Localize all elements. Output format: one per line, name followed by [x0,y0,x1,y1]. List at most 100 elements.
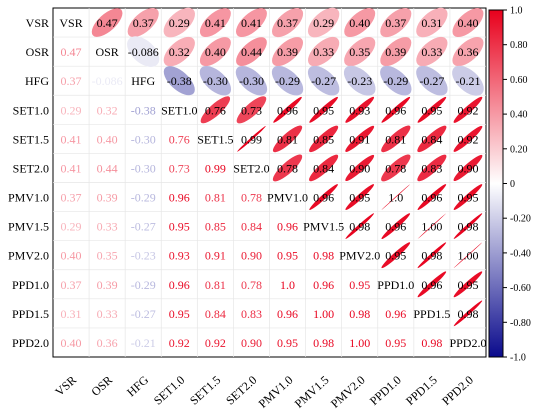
diagonal-label: PPD1.0 [377,278,414,292]
lower-value-label: 1.0 [280,278,295,292]
correlation-ellipse [453,213,483,239]
upper-value-label: 0.39 [385,45,406,59]
correlation-ellipse [163,36,195,67]
colorbar-tick-label: 0.20 [510,144,528,155]
lower-value-label: 0.85 [205,220,226,234]
upper-value-label: 0.95 [385,249,406,263]
colorbar-tick-label: -0.20 [510,214,531,225]
lower-value-label: 0.98 [421,336,442,350]
upper-value-label: 0.81 [385,132,406,146]
correlation-ellipse [127,36,160,67]
y-axis-label: VSR [26,16,49,30]
colorbar-tick-label: -0.40 [510,248,531,259]
correlation-ellipse [417,271,447,298]
lower-value-label: 0.95 [277,336,298,350]
upper-value-label: 0.92 [457,103,478,117]
lower-value-label: 0.92 [169,336,190,350]
correlation-ellipse [199,37,231,67]
lower-value-label: -0.086 [92,74,123,88]
lower-value-label: 0.29 [61,220,82,234]
correlation-ellipse [417,96,447,123]
lower-value-label: -0.27 [131,220,156,234]
x-axis-label: PPD1.0 [367,373,404,408]
lower-value-label: 0.96 [277,220,298,234]
diagonal-label: SET1.0 [161,103,197,117]
upper-value-label: 0.40 [205,45,226,59]
correlation-ellipse [271,7,304,38]
correlation-ellipse [272,154,303,182]
upper-value-label: 0.44 [241,45,262,59]
upper-value-label: -0.30 [239,74,264,88]
upper-value-label: 0.90 [349,161,370,175]
lower-value-label: 0.39 [97,278,118,292]
lower-value-label: -0.30 [131,132,156,146]
upper-value-label: 0.41 [205,16,226,30]
y-axis-label: OSR [26,45,49,59]
upper-value-label: 0.96 [421,278,442,292]
upper-value-label: 0.98 [349,220,370,234]
upper-value-label: 0.73 [241,103,262,117]
correlation-ellipse [127,7,159,38]
lower-value-label: 0.41 [61,132,82,146]
correlation-ellipse [381,184,411,210]
upper-value-label: 0.29 [313,16,334,30]
correlation-ellipse [453,96,483,123]
lower-value-label: 0.40 [61,249,82,263]
colorbar-tick-label: 0.80 [510,40,528,51]
colorbar-tick-label: -0.80 [510,318,531,329]
correlation-ellipse [417,125,447,153]
x-axis-label: SET1.0 [151,373,187,408]
y-axis-label: SET2.0 [13,161,49,175]
correlation-ellipse [91,8,123,37]
lower-value-label: -0.29 [131,278,156,292]
upper-value-label: 0.33 [421,45,442,59]
correlation-ellipse [345,213,374,239]
upper-value-label: 0.78 [385,161,406,175]
upper-value-label: 0.32 [169,45,190,59]
y-axis-label: HFG [25,74,49,88]
x-axis-label: OSR [88,373,115,399]
upper-value-label: 0.84 [421,132,442,146]
correlation-ellipse [452,37,484,67]
diagonal-label: VSR [59,16,82,30]
lower-value-label: 0.84 [205,307,226,321]
lower-value-label: 0.44 [97,161,118,175]
upper-value-label: 0.35 [349,45,370,59]
y-axis-label: PMV2.0 [8,249,49,263]
correlation-ellipse [453,271,483,298]
correlation-ellipse [416,65,448,96]
diagonal-label: PPD2.0 [449,336,486,350]
x-axis-label: PPD1.5 [403,373,440,408]
y-axis-label: SET1.0 [13,103,49,117]
lower-value-label: 1.00 [349,336,370,350]
correlation-ellipse [309,125,339,153]
lower-value-label: 0.96 [313,278,334,292]
upper-value-label: 0.37 [277,16,298,30]
lower-value-label: 0.98 [313,336,334,350]
correlation-ellipse [199,65,232,96]
diagonal-label: SET2.0 [233,161,269,175]
upper-value-label: 0.96 [385,220,406,234]
x-axis-label: SET1.5 [187,373,223,408]
correlation-ellipse [163,7,195,38]
upper-value-label: 0.85 [313,132,334,146]
colorbar-ticks: 1.0 0.80 0.60 0.40 0.20 0 -0.20 -0.40 -0.60 -0.80… [503,6,531,364]
diagonal-label: SET1.5 [197,132,233,146]
lower-value-label: 0.29 [61,103,82,117]
lower-value-label: 0.81 [205,278,226,292]
lower-value-label: 0.36 [97,336,118,350]
x-axis-label: SET2.0 [223,373,259,408]
correlation-ellipse [272,37,304,67]
lower-value-label: 0.32 [97,103,118,117]
diagonal-label: PMV1.5 [303,220,344,234]
upper-value-label: 0.40 [457,16,478,30]
correlation-ellipse [200,96,231,124]
lower-value-label: 0.35 [97,249,118,263]
upper-value-label: 0.81 [277,132,298,146]
correlation-ellipse [417,213,447,239]
upper-value-label: -0.23 [347,74,372,88]
lower-value-label: 0.95 [169,307,190,321]
upper-value-label: 0.37 [385,16,406,30]
upper-value-label: 0.83 [421,161,442,175]
correlation-ellipse [453,125,483,152]
